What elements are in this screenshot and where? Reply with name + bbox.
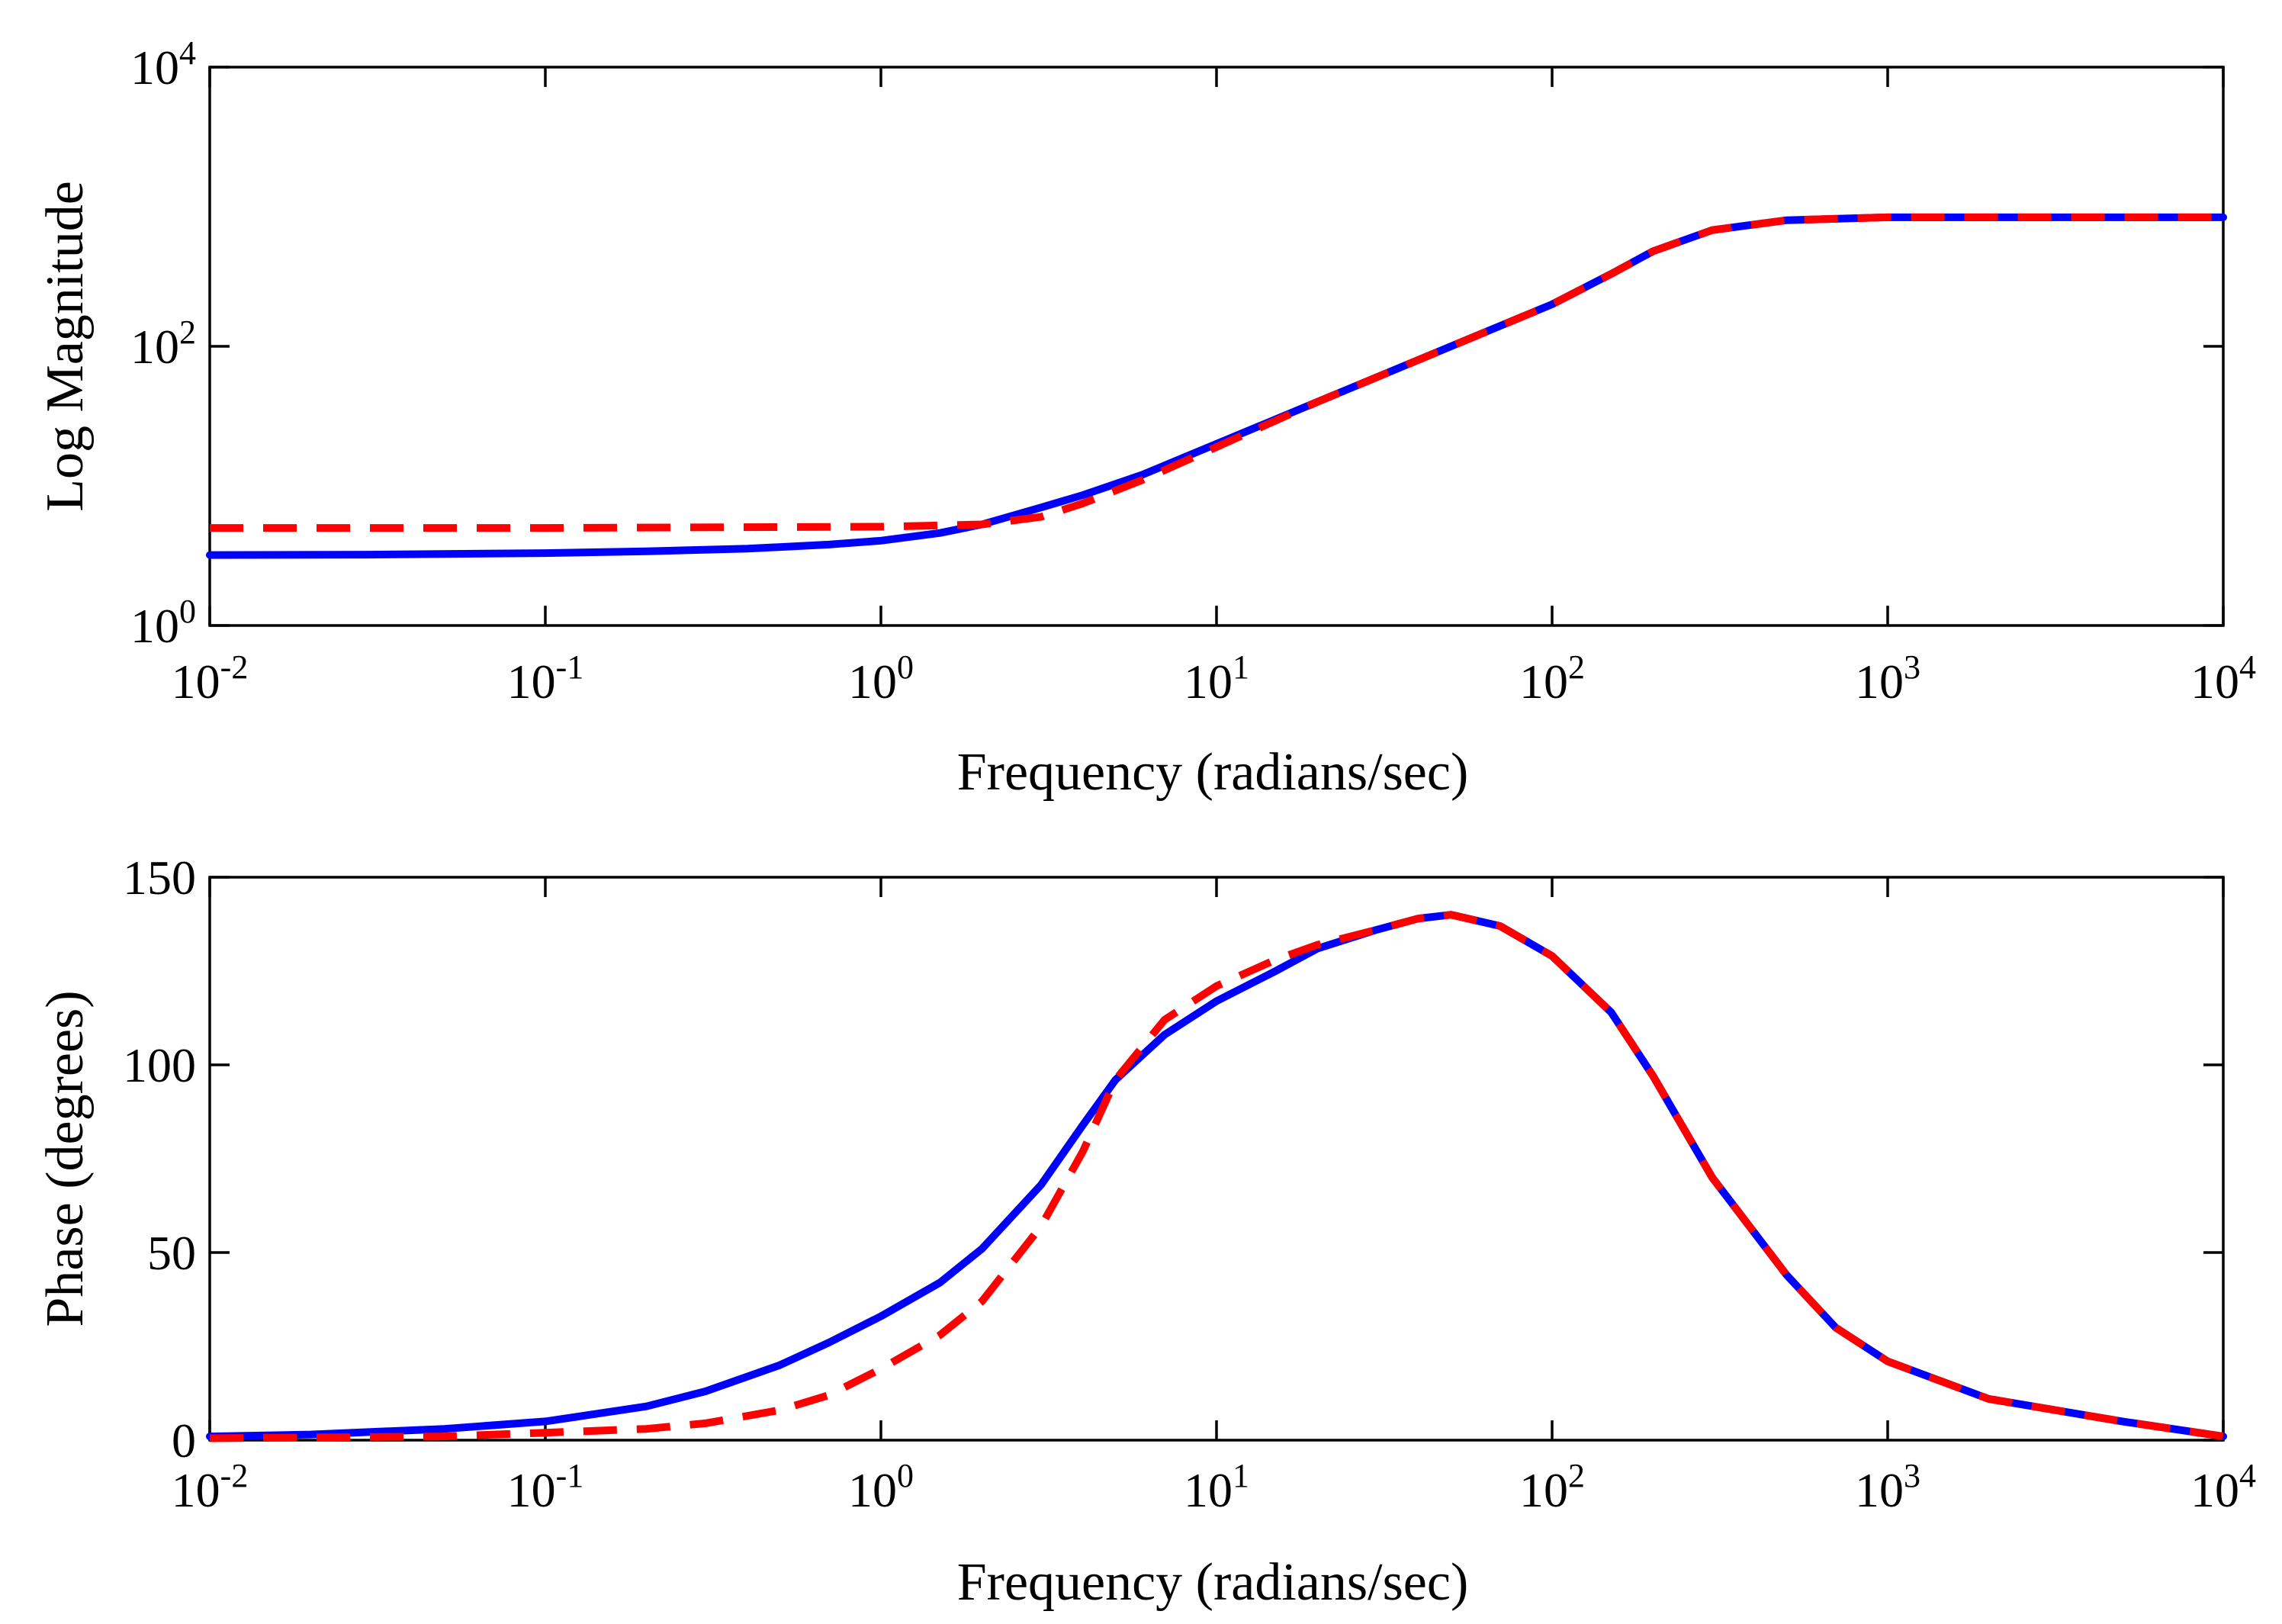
magnitude-series-approximation (210, 213, 2223, 532)
magnitude-x-tick-label-5: 103 (1855, 648, 1920, 709)
magnitude-axes-frame (208, 66, 2225, 627)
magnitude-y-tick-label-exp-2: 4 (179, 34, 196, 72)
magnitude-x-tick-label-6: 104 (2190, 648, 2256, 709)
magnitude-x-tick-label-base-0: 10 (172, 654, 220, 709)
magnitude-x-tick-label-exp-0: -2 (220, 648, 249, 686)
magnitude-x-tick-label-exp-5: 3 (1904, 648, 1920, 686)
phase-x-tick-label-3: 101 (1184, 1457, 1249, 1517)
phase-y-tick-label-1: 50 (147, 1226, 196, 1280)
magnitude-y-tick-label-2: 104 (130, 34, 196, 95)
phase-x-axis-label: Frequency (radians/sec) (957, 1553, 1469, 1612)
phase-x-tick-label-base-6: 10 (2190, 1463, 2239, 1517)
magnitude-x-tick-label-0: 10-2 (172, 648, 249, 709)
phase-x-tick-label-base-4: 10 (1519, 1463, 1568, 1517)
magnitude-x-tick-labels: 10-2 10-1 100 101 102 103 104 (172, 648, 2256, 709)
magnitude-x-tick-label-exp-3: 1 (1233, 648, 1249, 686)
magnitude-x-tick-label-base-1: 10 (507, 654, 556, 709)
phase-x-tick-label-base-0: 10 (172, 1463, 220, 1517)
phase-x-tick-label-base-3: 10 (1184, 1463, 1233, 1517)
magnitude-series-exact (206, 213, 2227, 559)
phase-x-tick-label-0: 10-2 (172, 1457, 249, 1517)
magnitude-ticks (208, 66, 2225, 627)
phase-y-tick-label-3: 150 (123, 851, 196, 905)
phase-y-tick-label-0: 0 (172, 1413, 196, 1468)
magnitude-x-tick-label-base-6: 10 (2190, 654, 2239, 709)
phase-x-tick-label-base-2: 10 (848, 1463, 897, 1517)
magnitude-x-tick-label-1: 10-1 (507, 648, 584, 709)
magnitude-x-tick-label-exp-6: 4 (2239, 648, 2256, 686)
phase-x-tick-labels: 10-2 10-1 100 101 102 103 104 (172, 1457, 2256, 1517)
magnitude-x-tick-label-base-5: 10 (1855, 654, 1904, 709)
phase-x-tick-label-base-1: 10 (507, 1463, 556, 1517)
phase-series-approximation (209, 911, 2224, 1442)
magnitude-x-tick-label-exp-4: 2 (1568, 648, 1585, 686)
phase-x-tick-label-5: 103 (1855, 1457, 1920, 1517)
magnitude-series (206, 213, 2227, 559)
phase-y-axis-label: Phase (degrees) (36, 990, 95, 1327)
phase-axes-frame (208, 876, 2225, 1442)
phase-x-tick-label-exp-5: 3 (1904, 1457, 1920, 1494)
magnitude-x-tick-label-base-4: 10 (1519, 654, 1568, 709)
phase-x-tick-label-1: 10-1 (507, 1457, 584, 1517)
phase-x-tick-label-6: 104 (2190, 1457, 2256, 1517)
magnitude-x-tick-label-base-3: 10 (1184, 654, 1233, 709)
phase-x-tick-label-exp-3: 1 (1233, 1457, 1249, 1494)
phase-ticks (208, 876, 2225, 1442)
magnitude-y-tick-label-base-0: 10 (130, 599, 179, 653)
magnitude-y-tick-label-1: 102 (130, 314, 196, 374)
phase-x-tick-label-4: 102 (1519, 1457, 1585, 1517)
magnitude-y-tick-label-exp-1: 2 (179, 314, 196, 351)
phase-x-tick-label-base-5: 10 (1855, 1463, 1904, 1517)
magnitude-y-tick-label-base-1: 10 (130, 320, 179, 374)
magnitude-x-axis-label: Frequency (radians/sec) (957, 743, 1469, 802)
magnitude-y-tick-label-0: 100 (130, 593, 196, 653)
magnitude-x-tick-label-4: 102 (1519, 648, 1585, 709)
phase-y-tick-labels: 0 50 100 150 (123, 851, 196, 1468)
phase-x-tick-label-exp-1: -1 (556, 1457, 584, 1494)
magnitude-x-tick-label-2: 100 (848, 648, 914, 709)
phase-y-tick-label-2: 100 (123, 1038, 196, 1092)
magnitude-x-tick-label-exp-1: -1 (556, 648, 584, 686)
phase-x-tick-label-exp-0: -2 (220, 1457, 249, 1494)
phase-x-tick-label-2: 100 (848, 1457, 914, 1517)
phase-series-exact (206, 911, 2227, 1441)
magnitude-y-tick-label-base-2: 10 (130, 40, 179, 95)
phase-series (206, 911, 2227, 1442)
magnitude-y-axis-label: Log Magnitude (36, 181, 95, 512)
phase-x-tick-label-exp-2: 0 (897, 1457, 914, 1494)
magnitude-x-tick-label-exp-2: 0 (897, 648, 914, 686)
magnitude-x-tick-label-base-2: 10 (848, 654, 897, 709)
phase-x-tick-label-exp-6: 4 (2239, 1457, 2256, 1494)
phase-x-tick-label-exp-4: 2 (1568, 1457, 1585, 1494)
magnitude-x-tick-label-3: 101 (1184, 648, 1249, 709)
magnitude-y-tick-label-exp-0: 0 (179, 593, 196, 630)
